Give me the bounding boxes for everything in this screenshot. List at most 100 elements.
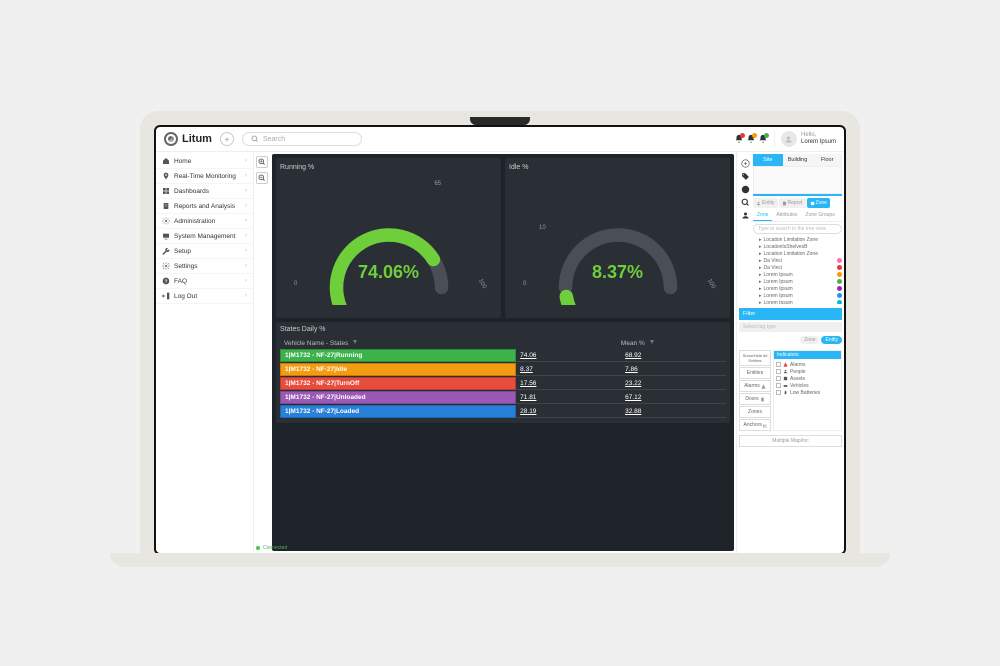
zones-button[interactable]: Zones — [739, 406, 771, 418]
tag-icon[interactable] — [740, 171, 750, 181]
status-dot-icon — [256, 546, 260, 550]
pin-icon — [162, 172, 170, 180]
multiple-map-button[interactable]: Multiple Map/Inc — [739, 435, 842, 447]
table-row[interactable]: 1|M1732 - NF-27|Running 74.06 68.92 — [280, 349, 726, 362]
tree-item[interactable]: ▸Lorem Ipsum — [759, 299, 842, 304]
tab-floor[interactable]: Floor — [812, 154, 842, 166]
chevron-right-icon: › — [245, 233, 247, 239]
show-hide-entities-button[interactable]: Show/Hide All Entities — [739, 350, 771, 366]
legend-item[interactable]: Low Batteries — [776, 389, 839, 396]
doors-button[interactable]: Doors — [739, 393, 771, 405]
states-table: States Daily % Vehicle Name - States Mea… — [276, 322, 730, 423]
add-circle-icon[interactable] — [740, 158, 750, 168]
user-menu[interactable]: Hello, Lorem Ipsum — [774, 131, 836, 147]
pill-zone[interactable]: Zone — [800, 336, 819, 344]
tree-item[interactable]: ▸Da Vinci — [759, 257, 842, 264]
tree-item[interactable]: ▸Location Limitation Zone — [759, 250, 842, 257]
row-value-mean: 68.92 — [621, 350, 726, 362]
anchors-button[interactable]: Anchors[▪] — [739, 419, 771, 431]
table-row[interactable]: 1|M1732 - NF-27|Unloaded 71.81 67.12 — [280, 391, 726, 404]
checkbox[interactable] — [776, 369, 781, 374]
tree-item[interactable]: ▸Lorem Ipsum — [759, 292, 842, 299]
sidebar-item-admin[interactable]: Administration › — [156, 214, 253, 229]
tree-item[interactable]: ▸Lorem Ipsum — [759, 271, 842, 278]
tree-item[interactable]: ▸LocationIsShelvesB — [759, 243, 842, 250]
checkbox[interactable] — [776, 362, 781, 367]
filter-report[interactable]: Report — [779, 198, 806, 208]
legend-item[interactable]: People — [776, 368, 839, 375]
floor-preview[interactable] — [753, 166, 842, 194]
sidebar-item-gear[interactable]: Settings › — [156, 259, 253, 274]
sidebar-item-wrench[interactable]: Setup › — [156, 244, 253, 259]
zoom-toolbar — [254, 152, 270, 553]
table-row[interactable]: 1|M1732 - NF-27|TurnOff 17.56 23.22 — [280, 377, 726, 390]
sidebar-item-dashboard[interactable]: Dashboards › — [156, 184, 253, 199]
checkbox[interactable] — [776, 376, 781, 381]
connection-status: Connected — [256, 545, 287, 551]
legend-item[interactable]: Vehicles — [776, 382, 839, 389]
person-panel-icon[interactable] — [740, 210, 750, 220]
filter-entity[interactable]: Entity — [753, 198, 778, 208]
tree-item[interactable]: ▸Location Limitation Zone — [759, 236, 842, 243]
sidebar-item-pin[interactable]: Real-Time Monitoring › — [156, 169, 253, 184]
table-row[interactable]: 1|M1732 - NF-27|Idle 8.37 7.86 — [280, 363, 726, 376]
pill-entity[interactable]: Entity — [821, 336, 842, 344]
zoom-in-button[interactable] — [256, 156, 268, 168]
dashboard: Running % 0 65 100 74.06% — [270, 152, 736, 553]
color-dot-icon — [837, 272, 842, 277]
sidebar-item-logout[interactable]: Log Out › — [156, 289, 253, 304]
zoom-out-button[interactable] — [256, 172, 268, 184]
add-button[interactable]: + — [220, 132, 234, 146]
tab-site[interactable]: Site — [753, 154, 783, 166]
alarms-button[interactable]: Alarms — [739, 380, 771, 392]
notification-bell-orange[interactable] — [746, 134, 756, 144]
zone-tree: ▸Location Limitation Zone ▸LocationIsShe… — [753, 234, 842, 304]
search-placeholder: Search — [263, 136, 285, 143]
tree-item-label: Location Limitation Zone — [764, 251, 818, 257]
states-col-name[interactable]: Vehicle Name - States — [284, 339, 520, 347]
filter-pills: Zone Entity — [739, 334, 842, 346]
row-value-mean: 7.86 — [621, 364, 726, 376]
sidebar-item-faq[interactable]: ? FAQ › — [156, 274, 253, 289]
legend-icon — [783, 376, 788, 381]
tree-item[interactable]: ▸Da Vinci — [759, 264, 842, 271]
filter-icon — [649, 339, 655, 345]
subtab-zonegroups[interactable]: Zone Groups — [802, 210, 839, 221]
sidebar-item-report[interactable]: Reports and Analysis › — [156, 199, 253, 214]
states-col-mean[interactable]: Mean % — [621, 339, 722, 347]
gauge-running-chart — [314, 195, 464, 305]
notification-bell-green[interactable] — [758, 134, 768, 144]
zone-subtabs: Zone Attributes Zone Groups — [753, 210, 842, 222]
tab-building[interactable]: Building — [783, 154, 813, 166]
gauge-idle-tick-0: 0 — [523, 281, 526, 287]
row-value-current: 8.37 — [516, 364, 621, 376]
tree-item[interactable]: ▸Lorem Ipsum — [759, 278, 842, 285]
tree-search-input[interactable]: Type to search in the tree view — [753, 224, 842, 234]
states-col-v1[interactable] — [520, 339, 621, 347]
palette-icon[interactable] — [740, 184, 750, 194]
sidebar-item-home[interactable]: Home › — [156, 154, 253, 169]
filter-hint[interactable]: Select tag type — [739, 322, 842, 332]
search-panel-icon[interactable] — [740, 197, 750, 207]
tree-item[interactable]: ▸Lorem Ipsum — [759, 285, 842, 292]
search-input[interactable]: Search — [242, 132, 362, 146]
legend-item[interactable]: Alarms — [776, 361, 839, 368]
notification-bell-red[interactable] — [734, 134, 744, 144]
subtab-zone[interactable]: Zone — [753, 210, 772, 221]
filter-icon — [352, 339, 358, 345]
sidebar-item-label: System Management — [174, 233, 241, 240]
table-row[interactable]: 1|M1732 - NF-27|Loaded 28.19 32.88 — [280, 405, 726, 418]
logout-icon — [162, 292, 170, 300]
legend-item[interactable]: Assets — [776, 375, 839, 382]
entities-button[interactable]: Entities — [739, 367, 771, 379]
checkbox[interactable] — [776, 390, 781, 395]
search-icon — [251, 135, 259, 143]
chevron-right-icon: › — [245, 218, 247, 224]
admin-icon — [162, 217, 170, 225]
states-header-row: Vehicle Name - States Mean % — [280, 337, 726, 349]
subtab-attributes[interactable]: Attributes — [772, 210, 801, 221]
filter-zone[interactable]: Zone — [807, 198, 830, 208]
row-value-mean: 23.22 — [621, 378, 726, 390]
checkbox[interactable] — [776, 383, 781, 388]
sidebar-item-system[interactable]: System Management › — [156, 229, 253, 244]
